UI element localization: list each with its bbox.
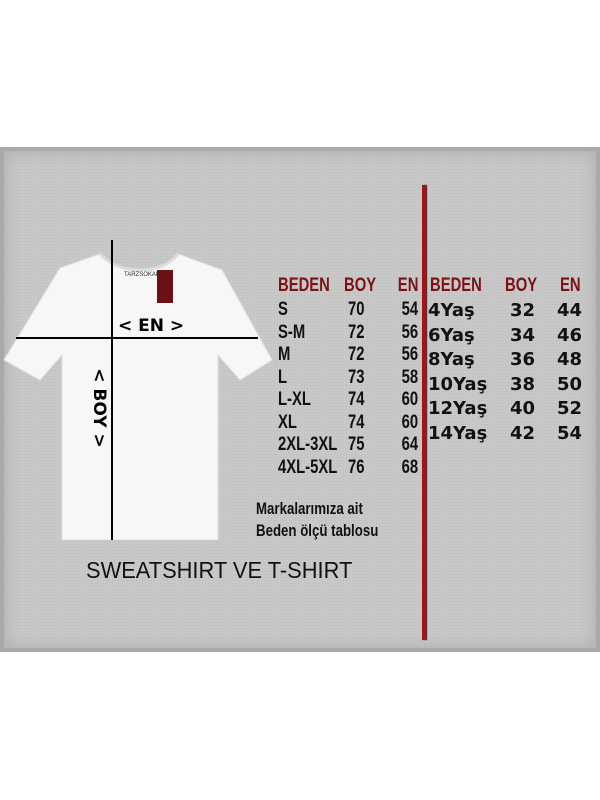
kids-cell: 50 xyxy=(557,373,583,395)
width-label: < EN > xyxy=(118,316,185,336)
adult-cell: 75 xyxy=(348,434,365,455)
kids-cell: 54 xyxy=(557,422,583,444)
kids-cell: 6Yaş xyxy=(428,324,475,346)
kids-cell: 14Yaş xyxy=(428,422,488,444)
kids-cell: 32 xyxy=(510,300,536,321)
kids-cell: 44 xyxy=(557,300,583,321)
kids-cell: 40 xyxy=(510,398,536,419)
adult-cell: 58 xyxy=(401,366,418,388)
kids-header-en: EN xyxy=(560,275,581,296)
adult-cell: L xyxy=(278,366,288,388)
tshirt-diagram: TARZSOKAK xyxy=(3,240,273,540)
collar xyxy=(98,252,180,272)
adult-cell: 73 xyxy=(348,366,365,388)
adult-cell: 60 xyxy=(401,389,418,410)
adult-cell: 76 xyxy=(348,456,365,478)
adult-cell: 4XL-5XL xyxy=(278,456,338,478)
brand-label: TARZSOKAK xyxy=(124,272,160,278)
adult-cell: 74 xyxy=(348,389,365,410)
adult-cell: 72 xyxy=(348,344,365,365)
kids-header-beden: BEDEN xyxy=(430,275,482,296)
adult-cell: 64 xyxy=(401,434,418,455)
adult-cell: L-XL xyxy=(278,389,311,410)
kids-cell: 12Yaş xyxy=(428,398,488,419)
adult-cell: XL xyxy=(278,411,297,433)
adult-cell: 56 xyxy=(401,321,418,343)
divider-line xyxy=(422,185,426,640)
adult-cell: 72 xyxy=(348,321,365,343)
kids-cell: 36 xyxy=(510,349,536,370)
kids-cell: 8Yaş xyxy=(428,349,475,370)
adult-cell: 54 xyxy=(401,299,418,320)
adult-cell: 70 xyxy=(348,299,365,320)
product-title: SWEATSHIRT VE T-SHIRT xyxy=(86,557,353,583)
size-chart-panel xyxy=(0,147,600,652)
kids-cell: 48 xyxy=(557,349,583,370)
adult-header-en: EN xyxy=(397,275,418,296)
kids-cell: 10Yaş xyxy=(428,373,488,395)
adult-cell: S xyxy=(278,299,288,320)
adult-header-boy: BOY xyxy=(344,275,377,296)
tshirt-image xyxy=(3,253,273,540)
length-label: < BOY > xyxy=(89,368,109,448)
adult-header-beden: BEDEN xyxy=(278,275,330,296)
kids-cell: 4Yaş xyxy=(428,300,475,321)
adult-cell: M xyxy=(278,344,291,365)
note-line-1: Markalarımıza ait xyxy=(256,499,363,518)
kids-cell: 52 xyxy=(557,398,583,419)
adult-cell: 74 xyxy=(348,411,365,433)
kids-header-boy: BOY xyxy=(505,275,538,296)
kids-cell: 42 xyxy=(510,422,536,444)
kids-cell: 46 xyxy=(557,324,583,346)
note-line-2: Beden ölçü tablosu xyxy=(256,521,379,540)
kids-cell: 34 xyxy=(510,324,536,346)
adult-cell: 56 xyxy=(401,344,418,365)
adult-cell: S-M xyxy=(278,321,306,343)
adult-cell: 2XL-3XL xyxy=(278,434,338,455)
adult-cell: 60 xyxy=(401,411,418,433)
hang-tag xyxy=(157,270,173,303)
kids-cell: 38 xyxy=(510,373,536,395)
adult-cell: 68 xyxy=(401,456,418,478)
